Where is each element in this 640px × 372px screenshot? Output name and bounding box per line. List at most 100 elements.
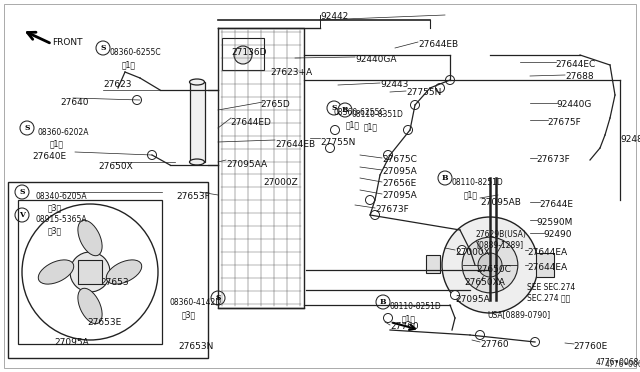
Text: ＜3＞: ＜3＞ [182, 310, 196, 319]
Text: 27095A: 27095A [54, 338, 89, 347]
Text: 27650C: 27650C [476, 265, 511, 274]
Text: 27653: 27653 [100, 278, 129, 287]
Circle shape [15, 208, 29, 222]
Text: 2765D: 2765D [260, 100, 290, 109]
Text: B: B [380, 298, 387, 306]
Text: 27629B(USA): 27629B(USA) [476, 230, 527, 239]
Circle shape [410, 100, 419, 109]
Text: 27675F: 27675F [547, 118, 580, 127]
Circle shape [338, 103, 352, 117]
Circle shape [330, 106, 339, 115]
Text: 27095AA: 27095AA [226, 160, 267, 169]
Text: 08915-5365A: 08915-5365A [36, 215, 88, 224]
Circle shape [438, 171, 452, 185]
Text: 27623: 27623 [103, 80, 131, 89]
Text: 27653F: 27653F [176, 192, 210, 201]
Circle shape [365, 196, 374, 205]
Text: 08360-4142D: 08360-4142D [170, 298, 222, 307]
Ellipse shape [189, 159, 205, 165]
Text: 27623+A: 27623+A [270, 68, 312, 77]
Text: B: B [342, 106, 348, 114]
Text: 27653N: 27653N [178, 342, 213, 351]
Circle shape [327, 101, 341, 115]
Circle shape [147, 151, 157, 160]
Text: 27673F: 27673F [375, 205, 409, 214]
Text: 4776•0068: 4776•0068 [605, 360, 640, 369]
Text: 27644ED: 27644ED [230, 118, 271, 127]
Text: 27095A: 27095A [455, 295, 490, 304]
Circle shape [462, 237, 518, 293]
Bar [18, 200, 162, 344]
Ellipse shape [38, 260, 74, 284]
Circle shape [383, 151, 392, 160]
Circle shape [476, 330, 484, 340]
Circle shape [326, 144, 335, 153]
Text: 92590M: 92590M [536, 218, 572, 227]
Circle shape [445, 76, 454, 84]
Text: 08360-6255C: 08360-6255C [334, 108, 386, 117]
Circle shape [376, 295, 390, 309]
Text: FRONT: FRONT [52, 38, 83, 47]
Circle shape [383, 314, 392, 323]
Text: ＜1＞: ＜1＞ [346, 120, 360, 129]
Text: 27755N: 27755N [320, 138, 355, 147]
Ellipse shape [78, 288, 102, 324]
Text: 27136D: 27136D [231, 48, 266, 57]
Text: 27760: 27760 [390, 322, 419, 331]
Text: 27644EB: 27644EB [418, 40, 458, 49]
Circle shape [20, 121, 34, 135]
Text: 27644EA: 27644EA [527, 248, 567, 257]
Text: 27000X: 27000X [455, 248, 490, 257]
Circle shape [458, 246, 467, 254]
Text: 08360-6255C: 08360-6255C [110, 48, 162, 57]
Text: 92442: 92442 [320, 12, 348, 21]
Text: 92443: 92443 [380, 80, 408, 89]
Text: V: V [19, 211, 25, 219]
Bar [8, 182, 208, 358]
Text: 08110-8351D: 08110-8351D [352, 110, 404, 119]
Bar [426, 255, 440, 273]
Text: ＜3＞: ＜3＞ [48, 203, 62, 212]
Circle shape [234, 46, 252, 64]
Circle shape [371, 211, 380, 219]
Text: ＜1＞: ＜1＞ [464, 190, 478, 199]
Text: 27644EB: 27644EB [275, 140, 315, 149]
Bar [222, 38, 264, 70]
Bar [78, 260, 102, 284]
Circle shape [211, 291, 225, 305]
Circle shape [435, 83, 445, 93]
Text: 92490: 92490 [543, 230, 572, 239]
Circle shape [132, 96, 141, 105]
Circle shape [531, 337, 540, 346]
Text: S: S [24, 124, 29, 132]
Text: 27644E: 27644E [539, 200, 573, 209]
Ellipse shape [189, 79, 205, 85]
Text: 92440G: 92440G [556, 100, 591, 109]
Text: 27650XA: 27650XA [464, 278, 505, 287]
Text: 27656E: 27656E [382, 179, 416, 188]
Text: 92480: 92480 [620, 135, 640, 144]
Circle shape [96, 41, 110, 55]
Circle shape [403, 125, 413, 135]
Circle shape [15, 185, 29, 199]
Text: 27673F: 27673F [536, 155, 570, 164]
Text: S: S [100, 44, 106, 52]
Text: B: B [442, 174, 448, 182]
Text: USA[0889-0790]: USA[0889-0790] [487, 310, 550, 319]
Circle shape [451, 291, 460, 299]
Circle shape [330, 125, 339, 135]
Text: 27650X: 27650X [98, 162, 132, 171]
Circle shape [70, 252, 110, 292]
Text: S: S [215, 294, 221, 302]
Text: ＜1＞: ＜1＞ [122, 60, 136, 69]
Text: 27640E: 27640E [32, 152, 66, 161]
Ellipse shape [106, 260, 141, 284]
Text: ＜1＞: ＜1＞ [402, 314, 416, 323]
Text: S: S [332, 104, 337, 112]
Text: ＜1＞: ＜1＞ [50, 139, 64, 148]
Text: SEC.274 参照: SEC.274 参照 [527, 293, 570, 302]
Text: 27000Z: 27000Z [263, 178, 298, 187]
Text: 4776•0068: 4776•0068 [596, 358, 639, 367]
Text: 27688: 27688 [565, 72, 594, 81]
Text: S: S [19, 188, 25, 196]
